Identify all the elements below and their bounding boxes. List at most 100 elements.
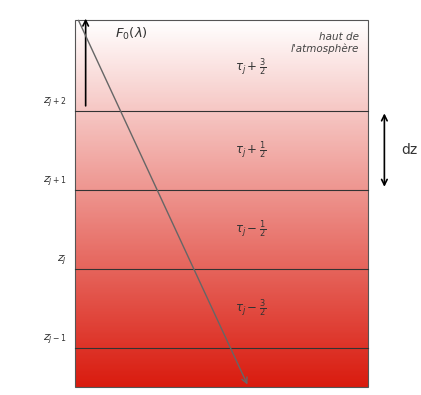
Bar — [75, 322, 368, 324]
Bar — [75, 135, 368, 136]
Bar — [75, 168, 368, 169]
Bar — [75, 237, 368, 238]
Bar — [75, 117, 368, 118]
Bar — [75, 347, 368, 348]
Bar — [75, 132, 368, 134]
Text: $z_j$: $z_j$ — [57, 254, 67, 268]
Bar — [75, 63, 368, 64]
Bar — [75, 324, 368, 325]
Bar — [75, 342, 368, 343]
Bar — [75, 329, 368, 331]
Bar — [75, 26, 368, 27]
Bar — [75, 210, 368, 211]
Bar — [75, 152, 368, 153]
Bar — [75, 376, 368, 377]
Bar — [75, 180, 368, 181]
Bar — [75, 207, 368, 208]
Bar — [75, 94, 368, 96]
Bar — [75, 254, 368, 255]
Bar — [75, 83, 368, 85]
Bar — [75, 338, 368, 339]
Text: $z_{j+1}$: $z_{j+1}$ — [43, 175, 67, 189]
Bar — [75, 289, 368, 290]
Bar — [75, 290, 368, 292]
Bar — [75, 22, 368, 23]
Bar — [75, 177, 368, 178]
Bar — [75, 130, 368, 131]
Bar — [75, 161, 368, 162]
Bar — [75, 295, 368, 297]
Bar — [75, 189, 368, 190]
Bar — [75, 380, 368, 381]
Bar — [75, 164, 368, 166]
Bar — [75, 213, 368, 214]
Bar — [75, 199, 368, 200]
Bar — [75, 321, 368, 322]
Bar — [75, 73, 368, 75]
Bar — [75, 303, 368, 304]
Bar — [75, 159, 368, 161]
Bar — [75, 128, 368, 129]
Bar — [75, 284, 368, 286]
Bar — [75, 250, 368, 251]
Bar — [75, 64, 368, 65]
Bar — [75, 333, 368, 335]
Bar — [75, 227, 368, 228]
Bar — [75, 309, 368, 310]
Bar — [75, 145, 368, 146]
Bar — [75, 141, 368, 142]
Bar — [75, 192, 368, 194]
Bar — [75, 343, 368, 344]
Bar — [75, 239, 368, 240]
Bar — [75, 140, 368, 141]
Bar — [75, 316, 368, 317]
Bar — [75, 279, 368, 280]
Bar — [75, 218, 368, 219]
Bar — [75, 151, 368, 152]
Bar — [75, 156, 368, 157]
Bar — [75, 200, 368, 201]
Bar — [75, 153, 368, 154]
Bar — [75, 142, 368, 143]
Bar — [75, 348, 368, 349]
Text: $\tau_j+\frac{1}{2}$: $\tau_j+\frac{1}{2}$ — [235, 139, 266, 161]
Bar — [75, 61, 368, 63]
Bar — [75, 24, 368, 26]
Bar — [75, 115, 368, 117]
Bar — [75, 129, 368, 130]
Bar — [75, 222, 368, 223]
Bar — [75, 382, 368, 384]
Bar — [75, 190, 368, 191]
Text: $\tau_j - \frac{1}{2}$: $\tau_j - \frac{1}{2}$ — [235, 218, 266, 240]
Bar — [75, 372, 368, 374]
Text: dz: dz — [401, 143, 417, 157]
Bar — [75, 96, 368, 97]
Bar — [75, 104, 368, 105]
Bar — [75, 65, 368, 66]
Bar — [75, 100, 368, 101]
Bar — [75, 149, 368, 150]
Bar — [75, 169, 368, 170]
Text: $z_{j-1}$: $z_{j-1}$ — [43, 333, 67, 347]
Bar — [75, 182, 368, 184]
Bar — [75, 332, 368, 333]
Bar — [75, 120, 368, 121]
Bar — [75, 337, 368, 338]
Bar — [75, 304, 368, 305]
Bar — [75, 107, 368, 108]
Bar — [75, 34, 368, 36]
Bar — [75, 293, 368, 294]
Bar — [75, 377, 368, 378]
Bar — [75, 122, 368, 124]
Bar — [75, 206, 368, 207]
Bar — [75, 251, 368, 252]
Text: $\tau_j+\frac{3}{2}$: $\tau_j+\frac{3}{2}$ — [235, 56, 266, 78]
Bar — [75, 40, 368, 41]
Bar — [75, 53, 368, 54]
Bar — [75, 201, 368, 202]
Bar — [75, 202, 368, 203]
Bar — [75, 298, 368, 299]
Bar — [75, 259, 368, 260]
Bar — [75, 356, 368, 358]
Bar — [75, 365, 368, 366]
